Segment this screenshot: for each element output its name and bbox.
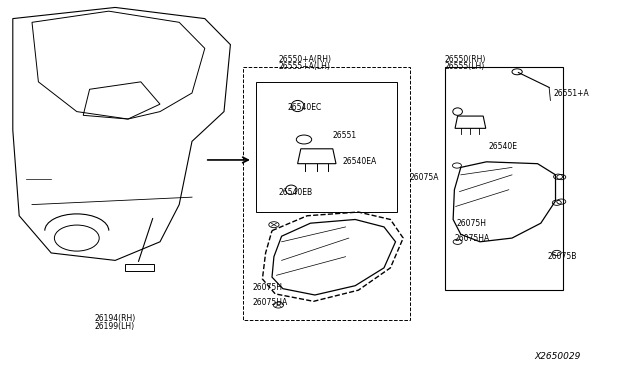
Text: 26550(RH): 26550(RH) (445, 55, 486, 64)
Text: 26551: 26551 (333, 131, 357, 140)
Text: 26550+A(RH): 26550+A(RH) (278, 55, 332, 64)
Text: 26555+A(LH): 26555+A(LH) (278, 62, 330, 71)
Text: 26075H: 26075H (456, 219, 486, 228)
Text: 26555(LH): 26555(LH) (445, 62, 485, 71)
Text: 26075HA: 26075HA (253, 298, 288, 307)
Text: 26540EC: 26540EC (288, 103, 323, 112)
Text: 26194(RH): 26194(RH) (95, 314, 136, 323)
Text: 26540EA: 26540EA (342, 157, 377, 166)
Text: 26540E: 26540E (488, 142, 517, 151)
Text: 26075B: 26075B (547, 252, 577, 261)
Text: 26075A: 26075A (410, 173, 439, 182)
Text: 26075HA: 26075HA (454, 234, 490, 243)
Text: 26075H: 26075H (253, 283, 283, 292)
Text: 26551+A: 26551+A (554, 89, 589, 97)
Text: 26199(LH): 26199(LH) (95, 322, 135, 331)
Text: X2650029: X2650029 (534, 352, 580, 360)
Text: 26540EB: 26540EB (278, 188, 312, 197)
